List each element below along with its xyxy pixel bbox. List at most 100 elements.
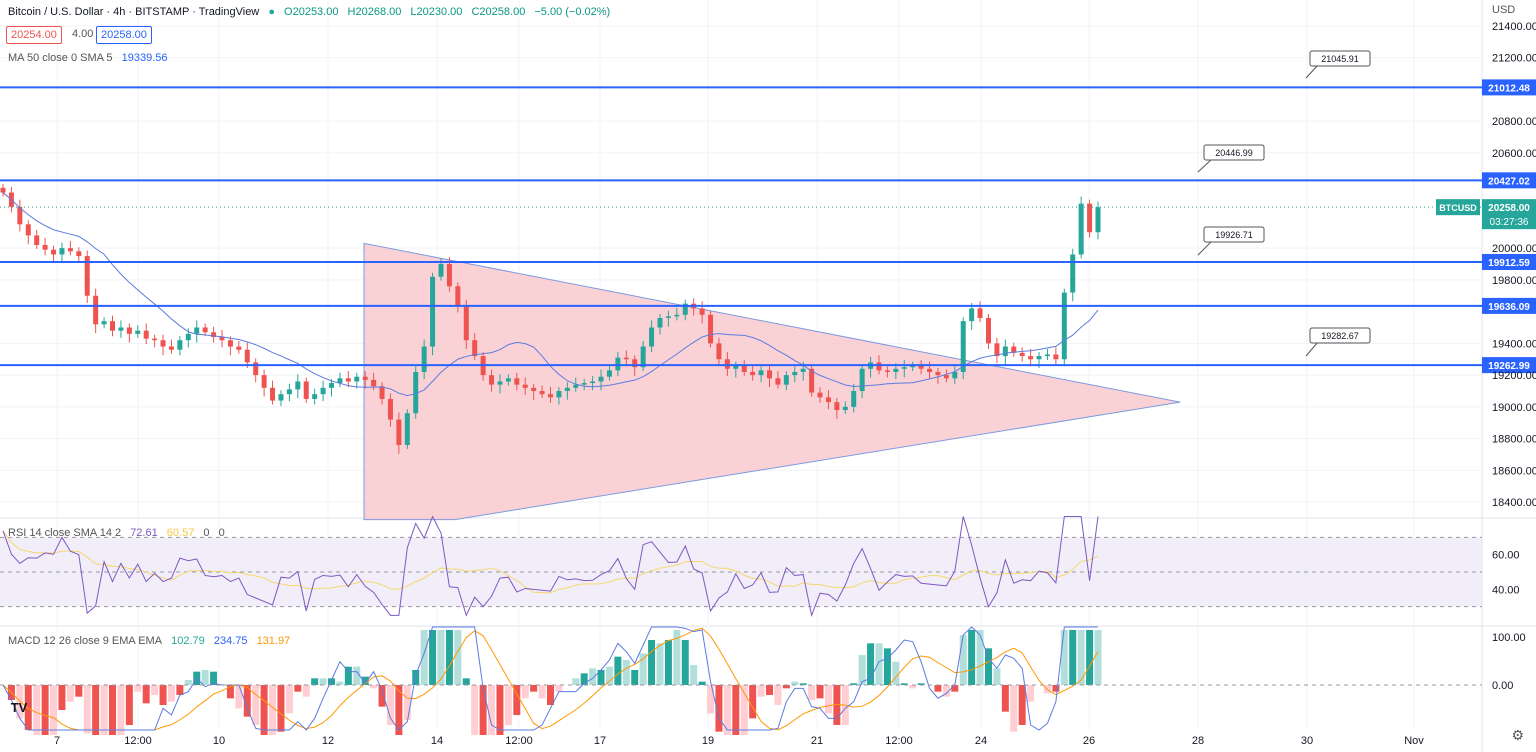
macd-histogram-bar <box>226 685 234 699</box>
candle-body <box>977 308 983 318</box>
candle-body <box>556 391 562 398</box>
candle-body <box>244 349 250 363</box>
macd-histogram-bar <box>538 685 546 699</box>
macd-histogram-bar <box>589 668 597 685</box>
macd-histogram-bar <box>328 678 335 685</box>
callout-leader <box>1305 341 1319 357</box>
macd-histogram-bar <box>83 685 91 734</box>
level-price-label: 19262.99 <box>1488 361 1530 372</box>
candle-body <box>1028 356 1034 360</box>
candle-body <box>792 371 798 376</box>
time-axis[interactable]: 7 12:00 10 12 14 12:00 17 19 21 12:00 24 26 28 30 Nov <box>54 735 1424 747</box>
time-tick-label: 21 <box>811 735 823 747</box>
candle-body <box>135 330 141 334</box>
candle-body <box>590 381 596 384</box>
candle-body <box>817 392 823 398</box>
rsi-legend[interactable]: RSI 14 close SMA 14 2 72.61 60.57 0 0 <box>8 527 231 539</box>
macd-histogram-bar <box>159 685 167 705</box>
time-tick-label: 12 <box>322 735 334 747</box>
callout-box <box>1309 50 1371 67</box>
macd-histogram-bar <box>959 635 967 685</box>
time-tick-label: 28 <box>1192 735 1204 747</box>
callout-label: 20446.99 <box>1215 148 1253 158</box>
currency-label[interactable]: USD <box>1492 4 1516 16</box>
tradingview-logo[interactable]: TV <box>10 700 28 715</box>
candle-body <box>110 321 115 331</box>
candle-body <box>901 367 907 369</box>
macd-histogram-bar <box>605 666 613 685</box>
level-price-tag <box>1482 172 1536 189</box>
price-tick-label: 21200.00 <box>1492 53 1536 65</box>
macd-histogram-bar <box>361 676 369 685</box>
macd-histogram-bar <box>437 630 445 685</box>
macd-histogram-bar <box>167 685 175 702</box>
macd-histogram-bar <box>1077 630 1085 685</box>
last-price-tag <box>1482 199 1536 230</box>
macd-histogram-bar <box>985 648 992 685</box>
macd-histogram-bar <box>681 640 689 685</box>
candle-body <box>126 327 132 334</box>
candle-body <box>682 303 688 315</box>
price-axis[interactable]: 21400.00 21200.00 20800.00 20600.00 20000.00… <box>1492 21 1536 692</box>
macd-histogram-bar <box>909 685 917 689</box>
macd-histogram-bar <box>151 685 159 695</box>
candle-body <box>253 362 259 376</box>
macd-legend[interactable]: MACD 12 26 close 9 EMA EMA 102.79 234.75… <box>8 635 296 647</box>
macd-histogram-bar <box>757 685 765 697</box>
macd-histogram-bar <box>521 685 529 699</box>
rsi-sma-value: 60.57 <box>166 527 195 539</box>
candle-body <box>379 386 385 399</box>
macd-tick-label: 100.00 <box>1492 632 1526 644</box>
candle-body <box>1070 254 1076 293</box>
macd-histogram-bar <box>488 685 496 735</box>
symbol-title[interactable]: Bitcoin / U.S. Dollar · 4h · BITSTAMP · … <box>8 6 260 18</box>
macd-histogram-bar <box>260 685 268 735</box>
macd-pane <box>0 626 1482 735</box>
macd-histogram-bar <box>875 643 883 685</box>
price-tick-label: 18400.00 <box>1492 497 1536 509</box>
candle-body <box>741 365 747 372</box>
candle-body <box>25 224 31 236</box>
ask-price[interactable]: 20258.00 <box>96 26 152 44</box>
price-tick-label: 18800.00 <box>1492 434 1536 446</box>
macd-histogram-bar <box>1094 630 1102 685</box>
candle-body <box>834 402 840 411</box>
ma-indicator-legend[interactable]: MA 50 close 0 SMA 5 19339.56 <box>8 52 174 64</box>
macd-histogram-bar <box>100 685 108 735</box>
macd-histogram-bar <box>403 685 411 720</box>
price-tick-label: 20000.00 <box>1492 243 1536 255</box>
macd-histogram-bar <box>235 685 243 709</box>
macd-histogram-bar <box>597 670 605 685</box>
candle-body <box>969 308 975 322</box>
bid-price[interactable]: 20254.00 <box>6 26 62 44</box>
macd-histogram-bar <box>934 685 942 692</box>
macd-histogram-bar <box>201 670 209 685</box>
macd-histogram-bar <box>656 643 664 685</box>
rsi-pane <box>0 515 1482 618</box>
rsi-tick-label: 40.00 <box>1492 584 1520 596</box>
ohlc-open: O20253.00 <box>284 6 339 18</box>
candle-body <box>42 244 48 250</box>
countdown-label: 03:27:36 <box>1490 217 1529 228</box>
candle-body <box>573 384 579 388</box>
candle-body <box>430 276 436 347</box>
macd-histogram-bar <box>462 678 470 685</box>
candle-body <box>1078 203 1084 255</box>
gear-icon[interactable]: ⚙ <box>1511 727 1524 743</box>
macd-tick-label: 0.00 <box>1492 680 1513 692</box>
ohlc-change: −5.00 (−0.02%) <box>534 6 611 18</box>
macd-histogram-bar <box>50 685 58 735</box>
rsi-line <box>2 515 1099 618</box>
candle-body <box>152 338 158 341</box>
candle-body <box>514 378 520 385</box>
candle-body <box>396 419 402 445</box>
level-price-tag <box>1482 79 1536 96</box>
candle-body <box>312 394 318 399</box>
candle-body <box>227 340 233 347</box>
candle-body <box>598 376 604 382</box>
macd-histogram-bar <box>900 683 908 685</box>
macd-histogram-bar <box>858 655 866 685</box>
macd-histogram-bar <box>294 685 302 692</box>
live-dot-icon: ● <box>268 6 275 18</box>
